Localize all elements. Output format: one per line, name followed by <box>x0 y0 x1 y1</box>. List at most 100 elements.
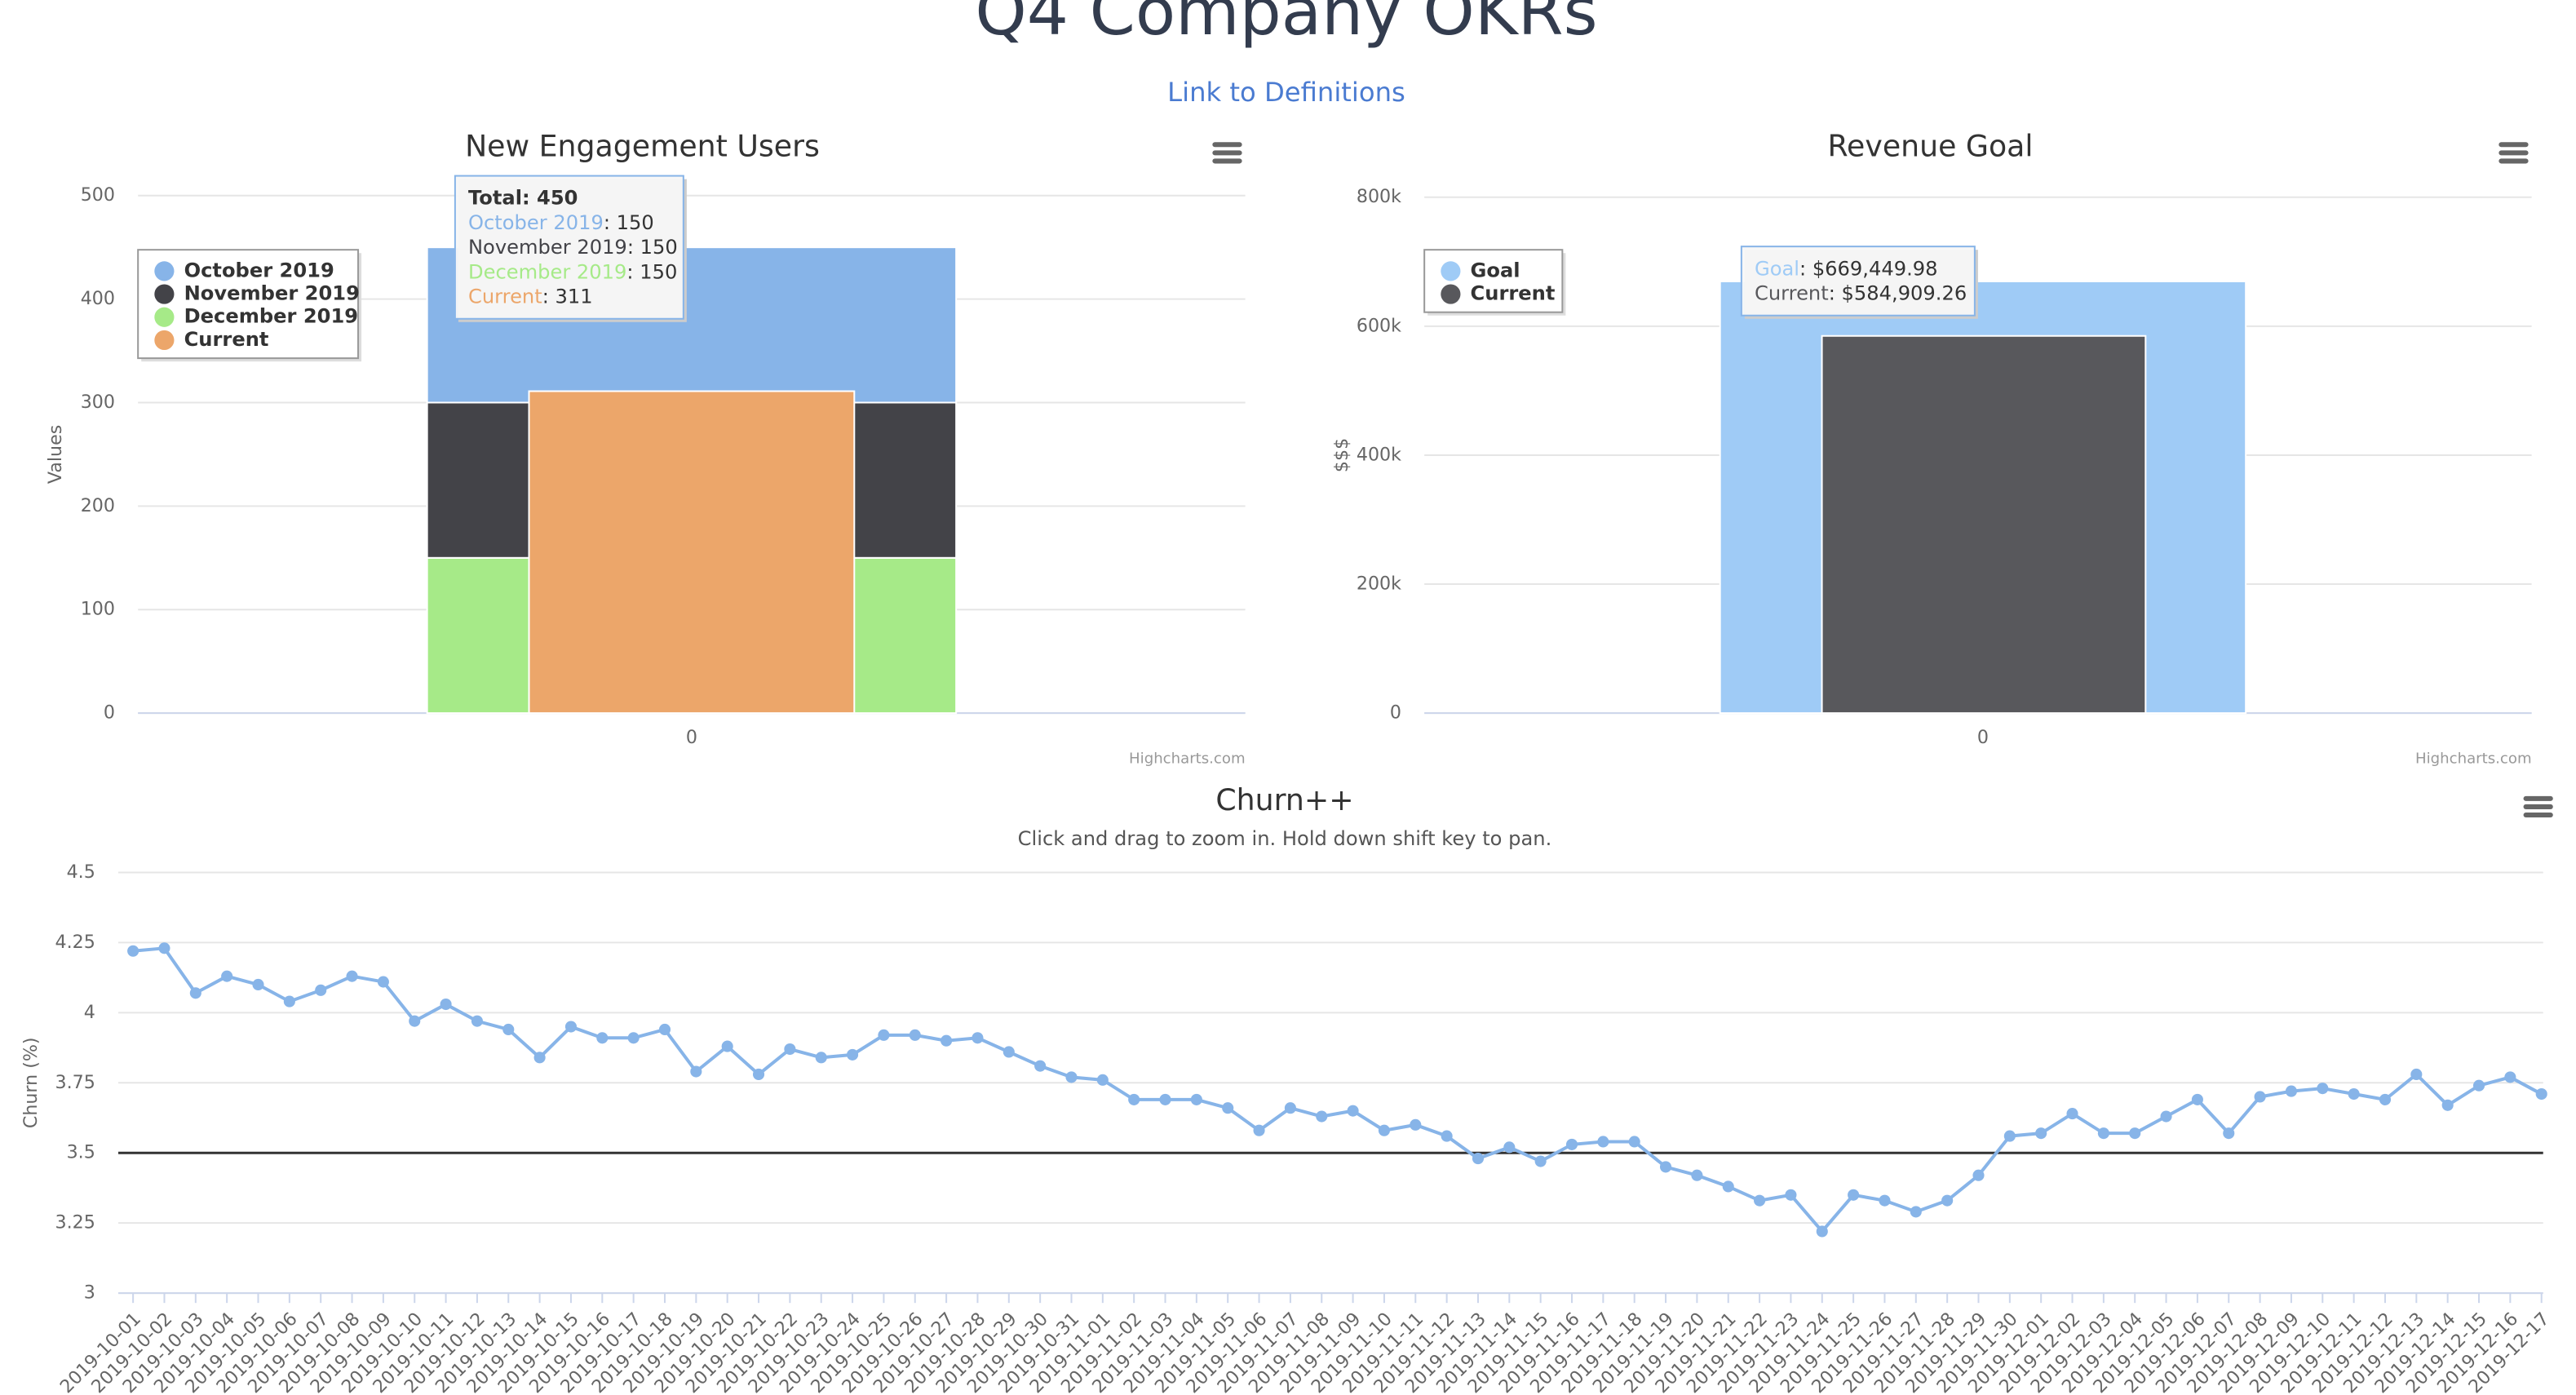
data-point <box>1190 1093 1202 1105</box>
data-point <box>2003 1130 2016 1142</box>
definitions-link[interactable]: Link to Definitions <box>1167 77 1405 108</box>
data-point <box>2348 1087 2360 1100</box>
chart-menu-button[interactable] <box>2499 142 2529 164</box>
tooltip-series-name: October 2019 <box>468 211 604 234</box>
y-axis-label: $$$ <box>1331 438 1352 472</box>
y-tick-label: 200 <box>81 495 115 516</box>
y-tick-label: 0 <box>1390 702 1401 724</box>
data-point <box>2535 1087 2547 1100</box>
data-point <box>752 1068 765 1081</box>
data-point <box>1503 1141 1516 1154</box>
data-point <box>409 1015 421 1027</box>
menu-bar <box>2523 795 2553 801</box>
data-point <box>440 998 452 1011</box>
data-point <box>189 987 201 999</box>
menu-bar <box>1212 142 1242 148</box>
data-point <box>1347 1105 1359 1117</box>
data-point <box>471 1015 483 1027</box>
tooltip-value: : $584,909.26 <box>1829 282 1967 305</box>
y-tick-label: 400 <box>81 288 115 309</box>
y-axis-label: Churn (%) <box>20 1037 42 1128</box>
tooltip-series-name: Current <box>468 286 542 308</box>
y-tick-label: 4.25 <box>55 932 95 953</box>
data-point <box>1628 1136 1640 1148</box>
tooltip-title: Total: 450 <box>468 187 578 210</box>
legend-marker <box>154 330 175 351</box>
y-tick-label: 500 <box>81 184 115 206</box>
y-tick-label: 400k <box>1357 444 1401 465</box>
legend-label: November 2019 <box>184 282 360 305</box>
y-tick-label: 100 <box>81 599 115 620</box>
tooltip-row: Goal: $669,449.98 <box>1755 257 1938 280</box>
data-point <box>2379 1093 2392 1105</box>
data-point <box>1848 1189 1860 1201</box>
x-tick-label: 0 <box>1977 727 1989 748</box>
data-point <box>1879 1194 1891 1207</box>
tooltip-row: December 2019: 150 <box>468 260 677 283</box>
data-point <box>1785 1189 1797 1201</box>
data-point <box>1065 1071 1078 1083</box>
chart-menu-button[interactable] <box>1212 142 1242 164</box>
data-point <box>283 995 295 1008</box>
y-tick-label: 3 <box>84 1282 95 1304</box>
data-point <box>2097 1127 2109 1140</box>
data-point <box>2160 1110 2172 1123</box>
chart-subtitle: Click and drag to zoom in. Hold down shi… <box>1018 827 1552 850</box>
data-point <box>847 1048 859 1061</box>
tooltip-row: Current: 311 <box>468 286 593 308</box>
tooltip-series-name: December 2019 <box>468 260 626 283</box>
data-point <box>158 942 170 954</box>
tooltip-row: November 2019: 150 <box>468 236 678 259</box>
tooltip-series-name: November 2019 <box>468 236 627 259</box>
menu-bar <box>2523 804 2553 809</box>
tooltip-box <box>454 175 684 320</box>
legend-label: October 2019 <box>184 259 334 281</box>
data-point <box>878 1029 890 1041</box>
credits: Highcharts.com <box>1129 751 1246 768</box>
credits: Highcharts.com <box>2415 751 2532 768</box>
y-tick-label: 600k <box>1357 315 1401 336</box>
data-point <box>1253 1124 1265 1136</box>
data-point <box>627 1032 640 1044</box>
legend-marker <box>1441 261 1461 281</box>
y-tick-label: 200k <box>1357 574 1401 595</box>
data-point <box>1972 1169 1985 1181</box>
legend-marker <box>1441 284 1461 304</box>
chart-menu-button[interactable] <box>2523 795 2553 818</box>
y-tick-label: 4 <box>84 1002 95 1023</box>
tooltip-box <box>1740 246 1976 317</box>
data-point <box>1441 1130 1453 1142</box>
bar <box>1821 334 2147 715</box>
legend-box <box>1423 249 1564 313</box>
data-point <box>2191 1093 2203 1105</box>
data-point <box>1691 1169 1703 1181</box>
data-point <box>2066 1108 2078 1120</box>
data-point <box>1096 1074 1109 1086</box>
data-point <box>1722 1180 1734 1193</box>
data-point <box>2285 1085 2297 1097</box>
data-point <box>721 1040 733 1052</box>
tooltip-value: : 311 <box>542 286 593 308</box>
y-tick-label: 300 <box>81 392 115 413</box>
data-point <box>972 1032 984 1044</box>
tooltip-value: : $669,449.98 <box>1799 257 1938 280</box>
data-point <box>1472 1153 1485 1165</box>
data-point <box>377 976 389 988</box>
data-point <box>658 1023 671 1036</box>
tooltip-value: : 150 <box>626 260 677 283</box>
data-point <box>252 978 264 991</box>
data-point <box>690 1065 702 1078</box>
legend-marker <box>154 261 175 281</box>
data-point <box>2129 1127 2141 1140</box>
menu-bar <box>2499 158 2529 164</box>
data-point <box>1659 1161 1672 1173</box>
data-point <box>1316 1110 1328 1123</box>
data-point <box>221 970 233 982</box>
tooltip-row: October 2019: 150 <box>468 211 654 234</box>
data-point <box>2410 1068 2423 1081</box>
page-title: Q4 Company OKRs <box>975 0 1597 50</box>
chart-title: Churn++ <box>1215 782 1353 817</box>
data-point <box>502 1023 515 1036</box>
data-point <box>1941 1194 1954 1207</box>
